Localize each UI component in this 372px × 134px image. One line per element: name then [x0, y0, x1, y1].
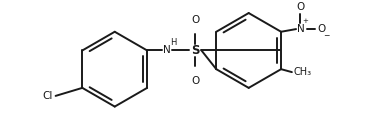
Text: −: − — [323, 31, 330, 40]
Text: O: O — [296, 2, 304, 12]
Text: N: N — [296, 24, 304, 34]
Text: O: O — [191, 76, 199, 86]
Text: Cl: Cl — [42, 91, 53, 101]
Text: H: H — [170, 38, 176, 47]
Text: N: N — [163, 45, 171, 55]
Text: O: O — [317, 24, 326, 34]
Text: CH₃: CH₃ — [294, 67, 311, 77]
Text: O: O — [191, 15, 199, 25]
Text: S: S — [191, 44, 199, 57]
Text: +: + — [302, 18, 308, 24]
